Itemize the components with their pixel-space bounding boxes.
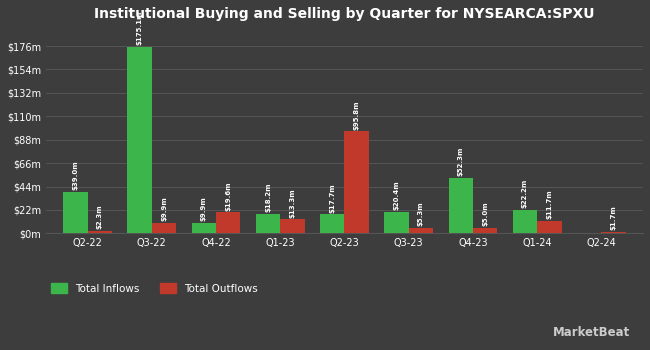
Bar xyxy=(127,47,152,233)
Text: MarketBeat: MarketBeat xyxy=(553,327,630,340)
Text: $2.3m: $2.3m xyxy=(97,205,103,229)
Legend: Total Inflows, Total Outflows: Total Inflows, Total Outflows xyxy=(51,284,258,294)
Text: $13.3m: $13.3m xyxy=(289,188,296,218)
Text: $5.0m: $5.0m xyxy=(482,202,488,226)
Bar xyxy=(601,231,626,233)
Text: $18.2m: $18.2m xyxy=(265,183,271,212)
Bar xyxy=(320,215,345,233)
Bar xyxy=(384,212,409,233)
Text: $1.7m: $1.7m xyxy=(610,205,616,230)
Text: $95.8m: $95.8m xyxy=(354,100,359,130)
Text: $9.9m: $9.9m xyxy=(161,196,167,221)
Text: $175.1m: $175.1m xyxy=(136,11,142,46)
Text: $19.6m: $19.6m xyxy=(226,181,231,211)
Text: $11.7m: $11.7m xyxy=(546,190,552,219)
Text: $17.7m: $17.7m xyxy=(330,183,335,213)
Text: $22.2m: $22.2m xyxy=(522,179,528,208)
Text: $5.3m: $5.3m xyxy=(418,202,424,226)
Title: Institutional Buying and Selling by Quarter for NYSEARCA:SPXU: Institutional Buying and Selling by Quar… xyxy=(94,7,595,21)
Text: $9.9m: $9.9m xyxy=(201,196,207,221)
Bar xyxy=(473,228,497,233)
Bar xyxy=(216,212,240,233)
Bar xyxy=(63,192,88,233)
Bar xyxy=(152,223,176,233)
Bar xyxy=(192,223,216,233)
Bar xyxy=(256,214,280,233)
Text: $52.3m: $52.3m xyxy=(458,147,463,176)
Bar xyxy=(280,219,305,233)
Text: $39.0m: $39.0m xyxy=(72,161,79,190)
Bar xyxy=(537,221,562,233)
Bar xyxy=(344,131,369,233)
Bar xyxy=(513,210,537,233)
Bar xyxy=(448,178,473,233)
Bar xyxy=(88,231,112,233)
Bar xyxy=(409,228,433,233)
Text: $20.4m: $20.4m xyxy=(393,180,400,210)
